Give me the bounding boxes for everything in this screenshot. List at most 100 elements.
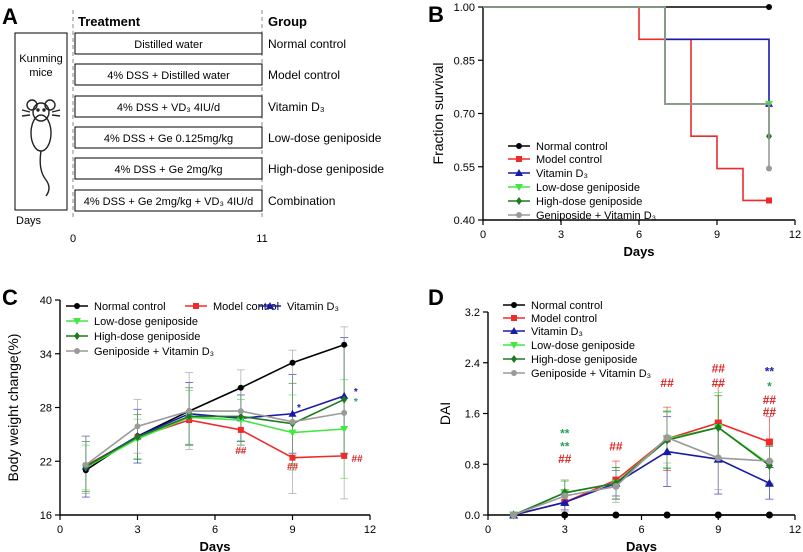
- vitd-series-point: [560, 497, 570, 506]
- x-tick-label: 0: [485, 524, 491, 536]
- days-axis-label: Days: [16, 215, 42, 227]
- legend-marker: [511, 355, 517, 363]
- legend-label: Normal control: [94, 301, 166, 313]
- high-series-line: [483, 6, 770, 137]
- legend-marker: [511, 370, 517, 376]
- mouse-icon: [21, 99, 61, 197]
- x-tick-label: 3: [562, 524, 568, 536]
- panel-label-c: C: [2, 285, 18, 310]
- y-tick-label: 0.55: [454, 162, 475, 174]
- low-series-point: [340, 426, 349, 433]
- x-tick-label: 12: [789, 229, 801, 241]
- day-start-label: 0: [70, 233, 76, 245]
- legend-label: Normal control: [536, 141, 608, 153]
- y-tick-label: 0.40: [454, 215, 475, 227]
- combo-series-point: [341, 409, 348, 416]
- treatment-label: 4% DSS + VD₃ 4IU/d: [117, 102, 220, 114]
- low-series-point: [288, 429, 297, 437]
- subject-line-1: Kunming: [19, 53, 62, 65]
- high-series-point: [237, 412, 244, 421]
- treatment-label: 4% DSS + Ge 2mg/kg + VD₃ 4IU/d: [84, 196, 254, 208]
- group-label: Normal control: [268, 37, 346, 51]
- legend-label: Model control: [213, 301, 279, 313]
- legend-label: Low-dose geniposide: [531, 340, 635, 352]
- legend-marker: [266, 302, 274, 309]
- model-series-end-marker: [766, 197, 772, 204]
- y-tick-label: 0.0: [465, 510, 480, 522]
- normal-series-point: [341, 341, 348, 348]
- treatment-label: 4% DSS + Ge 0.125mg/kg: [104, 133, 233, 145]
- design-rows: Distilled water Normal control 4% DSS + Di…: [74, 32, 384, 212]
- high-series-point: [186, 412, 193, 421]
- vitd-series-point: [764, 478, 774, 487]
- vitd-series-point: [288, 409, 297, 417]
- model-series-point: [289, 454, 296, 461]
- normal-series-point: [612, 511, 620, 519]
- normal-series-end-marker: [766, 4, 772, 10]
- combo-series-line: [85, 410, 345, 466]
- significance-mark: *: [354, 397, 358, 408]
- combo-series-end-marker: [766, 165, 772, 172]
- y-tick-label: 28: [40, 403, 52, 415]
- vitd-series-line: [513, 450, 770, 516]
- legend-label: Low-dose geniposide: [94, 316, 198, 328]
- x-tick-label: 12: [789, 524, 801, 536]
- group-label: Model control: [268, 68, 340, 82]
- x-tick-label: 9: [289, 524, 295, 536]
- combo-series-point: [663, 434, 671, 442]
- legend-label: Geniposide + Vitamin D₃: [536, 210, 656, 222]
- significance-mark: ##: [712, 376, 726, 390]
- x-tick-label: 6: [638, 524, 644, 536]
- group-label: High-dose geniposide: [268, 162, 384, 176]
- y-tick-label: 22: [40, 456, 52, 468]
- normal-series-point: [289, 359, 296, 366]
- legend-marker: [516, 156, 522, 162]
- x-tick-label: 3: [134, 524, 140, 536]
- treatment-label: Distilled water: [134, 39, 203, 51]
- model-series-point: [765, 438, 773, 446]
- legend-label: Model control: [536, 154, 602, 166]
- combo-series-line: [483, 6, 770, 169]
- panel-label-d: D: [428, 285, 444, 310]
- body-weight-chart: 0 3 6 9 12 16 22 28 34 40 Days Body weight change(%…: [5, 295, 376, 552]
- treatment-header: Treatment: [78, 14, 141, 29]
- x-axis-title: Days: [623, 244, 654, 259]
- legend-label: Geniposide + Vitamin D₃: [531, 368, 651, 380]
- legend-marker: [193, 303, 199, 309]
- treatment-box: [74, 63, 263, 86]
- y-tick-label: 2.4: [465, 358, 480, 370]
- legend-label: Model control: [531, 313, 597, 325]
- legend-marker: [516, 212, 522, 218]
- treatment-label: 4% DSS + Distilled water: [107, 70, 230, 82]
- model-series-line: [483, 6, 769, 202]
- x-tick-label: 0: [57, 524, 63, 536]
- combo-series-point: [186, 408, 193, 415]
- normal-series-point: [714, 511, 722, 519]
- legend-marker: [73, 318, 81, 325]
- normal-series-line: [85, 344, 345, 471]
- legend-label: High-dose geniposide: [536, 196, 642, 208]
- x-tick-label: 3: [558, 229, 564, 241]
- significance-mark: ##: [763, 405, 777, 419]
- legend-marker: [511, 315, 517, 321]
- legend-label: Geniposide + Vitamin D₃: [94, 346, 214, 358]
- group-label: Combination: [268, 194, 335, 208]
- x-axis-title: Days: [199, 539, 230, 552]
- group-header: Group: [268, 14, 307, 29]
- legend-label: Low-dose geniposide: [536, 182, 640, 194]
- panel-label-b: B: [428, 2, 444, 27]
- survival-chart: 0 3 6 9 12 0.40 0.55 0.70 0.85 1.00 Days Fraction s…: [430, 2, 801, 259]
- y-tick-label: 0.85: [454, 55, 475, 67]
- legend-marker: [74, 303, 80, 309]
- treatment-box: [74, 95, 263, 118]
- y-tick-label: 16: [40, 510, 52, 522]
- y-axis-title: Fraction survival: [430, 63, 446, 165]
- combo-series-point: [134, 423, 141, 430]
- treatment-box: [74, 157, 263, 180]
- legend-label: Normal control: [531, 300, 603, 312]
- legend-marker: [516, 143, 522, 149]
